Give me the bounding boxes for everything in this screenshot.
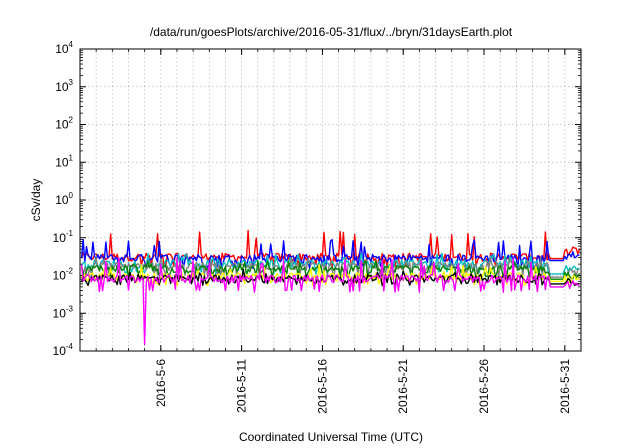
y-tick-label: 10-2 xyxy=(53,267,74,283)
grid xyxy=(80,49,581,351)
y-tick-label: 103 xyxy=(55,78,73,94)
chart-title: /data/run/goesPlots/archive/2016-05-31/f… xyxy=(150,25,513,39)
y-tick-label: 10-1 xyxy=(53,229,74,245)
x-tick-label: 2016-5-16 xyxy=(315,359,329,414)
series-line xyxy=(80,264,580,287)
y-tick-label: 104 xyxy=(55,40,73,56)
y-tick-label: 10-4 xyxy=(53,342,74,358)
y-tick-label: 10-3 xyxy=(53,304,74,320)
series-line xyxy=(80,238,580,270)
series-line xyxy=(80,260,581,280)
series-lines xyxy=(80,229,581,346)
y-tick-label: 102 xyxy=(55,116,73,132)
x-tick-label: 2016-5-21 xyxy=(396,359,410,414)
x-tick-label: 2016-5-11 xyxy=(235,359,249,413)
x-tick-label: 2016-5-6 xyxy=(154,359,168,407)
x-tick-label: 2016-5-31 xyxy=(558,359,572,414)
y-axis-label: cSv/day xyxy=(29,179,43,222)
plot-frame xyxy=(79,48,582,352)
series-line xyxy=(80,256,580,346)
x-axis-label: Coordinated Universal Time (UTC) xyxy=(239,430,423,444)
y-tick-label: 101 xyxy=(55,153,73,169)
series-line xyxy=(80,256,580,278)
y-tick-label: 100 xyxy=(55,191,73,207)
x-tick-label: 2016-5-26 xyxy=(477,359,491,414)
y-axis-ticks: 10-4 10-3 10-2 10-1 100 101 102 103 104 xyxy=(53,40,581,358)
x-axis-ticks: 2016-5-6 2016-5-11 2016-5-16 2016-5-21 2016-… xyxy=(95,49,572,414)
